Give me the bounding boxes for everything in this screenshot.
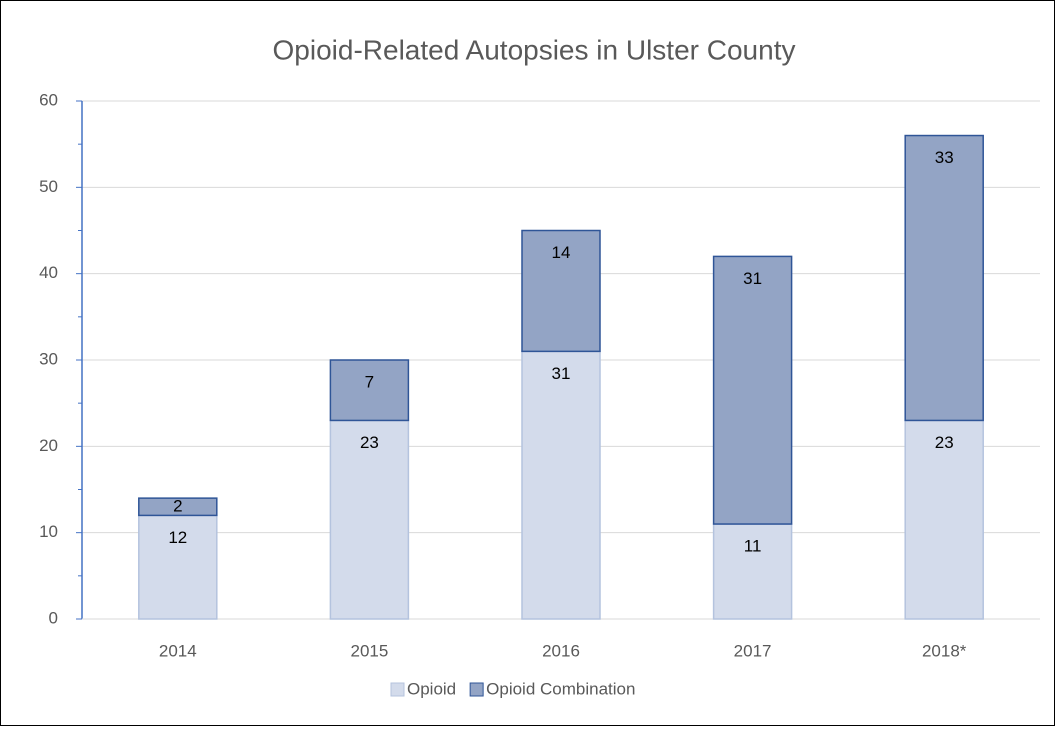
y-tick-label: 20	[39, 436, 58, 455]
data-label: 31	[743, 269, 762, 288]
bar-segment	[521, 229, 601, 353]
bar-segment	[904, 134, 984, 422]
x-tick-label: 2014	[159, 641, 197, 660]
data-label: 31	[552, 364, 571, 383]
data-label: 12	[168, 528, 187, 547]
data-label: 33	[935, 148, 954, 167]
legend-label: Opioid	[407, 679, 456, 698]
data-label: 7	[365, 372, 374, 391]
bar-segment	[712, 523, 793, 620]
x-tick-label: 2018*	[922, 641, 967, 660]
data-label: 23	[360, 433, 379, 452]
x-tick-label: 2015	[350, 641, 388, 660]
y-tick-label: 60	[39, 90, 58, 109]
y-tick-label: 30	[39, 349, 58, 368]
y-tick-label: 50	[39, 177, 58, 196]
legend-swatch	[469, 682, 484, 697]
data-label: 2	[173, 496, 182, 515]
x-tick-label: 2017	[734, 641, 772, 660]
bar-segment	[521, 350, 601, 620]
bar-segment	[904, 419, 984, 620]
data-label: 14	[552, 243, 571, 262]
y-tick-label: 0	[49, 608, 58, 627]
bar-segment	[329, 419, 410, 620]
data-label: 23	[935, 433, 954, 452]
bar-segment	[138, 514, 218, 620]
bar-segment	[712, 255, 793, 525]
legend-swatch	[390, 682, 405, 697]
bar-segment	[138, 497, 218, 517]
y-tick-label: 10	[39, 522, 58, 541]
data-label: 11	[744, 537, 762, 556]
bar-segment	[329, 359, 410, 422]
chart-title: Opioid-Related Autopsies in Ulster Count…	[273, 34, 796, 65]
y-tick-label: 40	[39, 263, 58, 282]
labels: 2014 12 2 2015 23 7 2016 31 14 2017 11 31 2018* 23 33 O…	[159, 148, 967, 698]
bars	[138, 134, 984, 620]
legend-label: Opioid Combination	[486, 679, 635, 698]
x-tick-label: 2016	[542, 641, 580, 660]
